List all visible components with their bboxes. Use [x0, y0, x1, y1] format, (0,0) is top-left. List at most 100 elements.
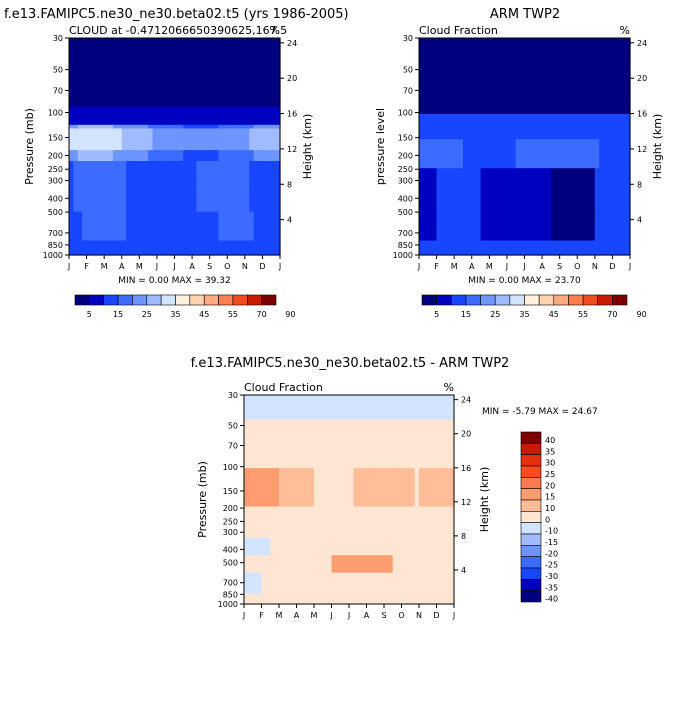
- heatmap-cell: [560, 45, 565, 49]
- heatmap-cell: [236, 60, 241, 64]
- heatmap-cell: [503, 125, 508, 129]
- heatmap-cell: [144, 197, 149, 201]
- heatmap-cell: [135, 183, 140, 187]
- heatmap-cell: [139, 67, 144, 71]
- heatmap-cell: [95, 132, 100, 136]
- heatmap-cell: [467, 233, 472, 237]
- heatmap-cell: [494, 175, 499, 179]
- heatmap-cell: [423, 118, 428, 122]
- heatmap-cell: [148, 194, 153, 198]
- heatmap-cell: [196, 114, 201, 118]
- heatmap-cell: [223, 125, 228, 129]
- heatmap-cell: [258, 197, 263, 201]
- heatmap-cell: [126, 219, 131, 223]
- heatmap-cell: [546, 230, 551, 234]
- heatmap-cell: [454, 81, 459, 85]
- heatmap-cell: [546, 81, 551, 85]
- heatmap-cell: [100, 52, 105, 56]
- heatmap-cell: [113, 165, 118, 169]
- heatmap-cell: [525, 92, 530, 96]
- heatmap-cell: [258, 107, 263, 111]
- heatmap-cell: [542, 212, 547, 216]
- heatmap-cell: [516, 42, 521, 46]
- heatmap-cell: [419, 125, 424, 129]
- heatmap-cell: [463, 96, 468, 100]
- heatmap-cell: [428, 179, 433, 183]
- heatmap-cell: [214, 212, 219, 216]
- heatmap-cell: [503, 63, 508, 67]
- heatmap-cell: [161, 186, 166, 190]
- heatmap-cell: [498, 150, 503, 154]
- heatmap-cell: [428, 190, 433, 194]
- heatmap-cell: [135, 186, 140, 190]
- heatmap-cell: [227, 186, 232, 190]
- heatmap-cell: [267, 125, 272, 129]
- heatmap-cell: [481, 150, 486, 154]
- heatmap-cell: [95, 71, 100, 75]
- heatmap-cell: [529, 183, 534, 187]
- heatmap-cell: [175, 114, 180, 118]
- heatmap-cell: [232, 114, 237, 118]
- heatmap-cell: [245, 78, 250, 82]
- heatmap-cell: [254, 49, 259, 53]
- heatmap-cell: [201, 60, 206, 64]
- heatmap-cell: [560, 190, 565, 194]
- heatmap-cell: [262, 42, 267, 46]
- heatmap-cell: [467, 241, 472, 245]
- heatmap-cell: [240, 45, 245, 49]
- heatmap-cell: [218, 132, 223, 136]
- heatmap-cell: [109, 110, 114, 114]
- heatmap-cell: [463, 190, 468, 194]
- heatmap-cell: [258, 38, 263, 42]
- heatmap-cell: [476, 183, 481, 187]
- heatmap-cell: [437, 74, 442, 78]
- heatmap-cell: [432, 161, 437, 165]
- heatmap-cell: [192, 244, 197, 248]
- heatmap-cell: [254, 143, 259, 147]
- heatmap-cell: [454, 168, 459, 172]
- heatmap-cell: [511, 78, 516, 82]
- heatmap-cell: [196, 52, 201, 56]
- heatmap-cell: [95, 194, 100, 198]
- heatmap-cell: [564, 92, 569, 96]
- heatmap-cell: [516, 168, 521, 172]
- heatmap-cell: [87, 107, 92, 111]
- heatmap-cell: [249, 222, 254, 226]
- heatmap-cell: [450, 118, 455, 122]
- x-tick-label: J: [67, 262, 70, 271]
- heatmap-cell: [82, 208, 87, 212]
- heatmap-cell: [258, 125, 263, 129]
- heatmap-cell: [73, 201, 78, 205]
- heatmap-cell: [157, 194, 162, 198]
- heatmap-cell: [441, 38, 446, 42]
- heatmap-cell: [546, 233, 551, 237]
- heatmap-cell: [516, 215, 521, 219]
- heatmap-cell: [476, 241, 481, 245]
- heatmap-cell: [419, 96, 424, 100]
- heatmap-cell: [463, 121, 468, 125]
- heatmap-cell: [520, 114, 525, 118]
- heatmap-cell: [494, 150, 499, 154]
- heatmap-cell: [240, 52, 245, 56]
- heatmap-cell: [100, 67, 105, 71]
- heatmap-cell: [542, 208, 547, 212]
- heatmap-cell: [91, 121, 96, 125]
- heatmap-cell: [428, 226, 433, 230]
- heatmap-cell: [489, 179, 494, 183]
- heatmap-cell: [157, 168, 162, 172]
- heatmap-cell: [245, 89, 250, 93]
- heatmap-cell: [463, 99, 468, 103]
- heatmap-cell: [428, 197, 433, 201]
- heatmap-cell: [153, 71, 158, 75]
- heatmap-cell: [445, 42, 450, 46]
- heatmap-cell: [201, 179, 206, 183]
- heatmap-cell: [551, 139, 556, 143]
- heatmap-cell: [454, 147, 459, 151]
- heatmap-cell: [131, 230, 136, 234]
- heatmap-cell: [459, 222, 464, 226]
- heatmap-cell: [144, 154, 149, 158]
- heatmap-cell: [78, 175, 83, 179]
- heatmap-cell: [445, 186, 450, 190]
- heatmap-cell: [87, 71, 92, 75]
- heatmap-cell: [135, 132, 140, 136]
